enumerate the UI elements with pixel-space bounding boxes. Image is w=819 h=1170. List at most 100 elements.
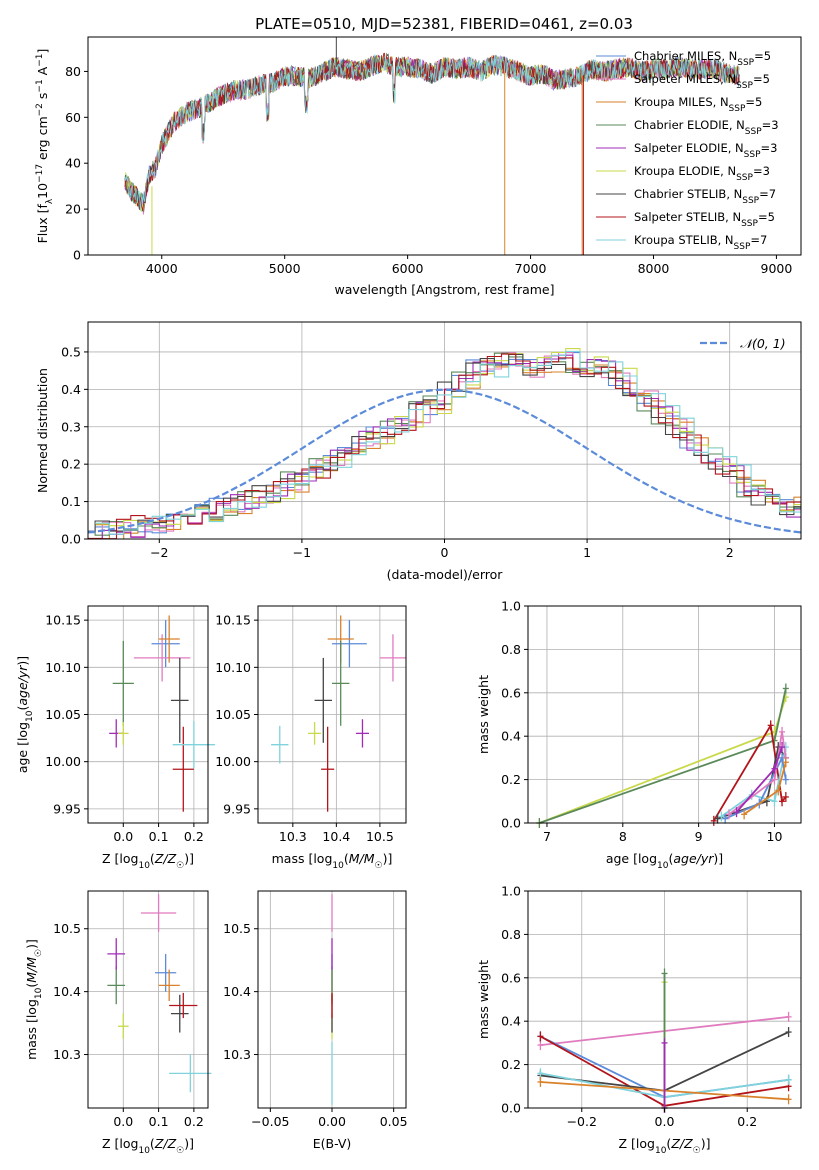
y-tick-label: 0.8 bbox=[501, 642, 521, 657]
x-axis-label: E(B-V) bbox=[313, 1136, 352, 1151]
errorbar-point bbox=[158, 969, 180, 1002]
x-tick-label: 0.05 bbox=[380, 1114, 408, 1129]
x-axis-label: (data-model)/error bbox=[387, 567, 504, 582]
x-tick-label: 0 bbox=[441, 545, 449, 560]
y-tick-label: 0.6 bbox=[501, 685, 521, 700]
y-tick-label: 10.05 bbox=[45, 707, 81, 722]
y-tick-label: 10.15 bbox=[215, 613, 251, 628]
axes-age_vs_mass: 10.3 10.4 10.5 9.95 10.00 10.05 10.10 10.15 mass… bbox=[215, 605, 407, 871]
y-tick-label: 10.15 bbox=[45, 613, 81, 628]
errorbar-point bbox=[112, 640, 134, 726]
x-tick-label: 0.0 bbox=[113, 1114, 133, 1129]
legend-label: Chabrier ELODIE, NSSP=3 bbox=[634, 118, 779, 137]
x-tick-label: 1 bbox=[583, 545, 591, 560]
y-tick-label: 10.3 bbox=[53, 1047, 81, 1062]
weight-series-kroupa-miles bbox=[741, 757, 789, 820]
y-axis-label: mass weight bbox=[476, 960, 491, 1039]
weight-series-salpeter-elodie bbox=[733, 742, 786, 818]
x-tick-label: −1 bbox=[293, 545, 311, 560]
x-tick-label: 0.2 bbox=[737, 1114, 757, 1129]
y-tick-label: 1.0 bbox=[501, 884, 521, 899]
x-tick-label: 0.2 bbox=[184, 1114, 204, 1129]
figure-title: PLATE=0510, MJD=52381, FIBERID=0461, z=0… bbox=[255, 15, 633, 33]
axis-frame-spectrum: 4000 5000 6000 7000 8000 9000 0 20 40 60 80 Chabrie… bbox=[35, 36, 802, 297]
axes-spectrum: 4000 5000 6000 7000 8000 9000 0 20 40 60 80 Chabrie… bbox=[35, 36, 802, 297]
histogram-kroupa-elodie bbox=[95, 348, 801, 527]
y-tick-label: 10.4 bbox=[53, 984, 81, 999]
y-tick-label: 0.0 bbox=[501, 1101, 521, 1116]
errorbar-point bbox=[379, 634, 406, 682]
legend-label: Kroupa ELODIE, NSSP=3 bbox=[634, 164, 770, 183]
errorbar-point bbox=[169, 1054, 212, 1093]
x-tick-label: 4000 bbox=[146, 261, 178, 276]
axes-frame bbox=[87, 36, 802, 256]
errorbar-point bbox=[107, 938, 126, 970]
y-axis-label: age [log10(age/yr)] bbox=[15, 656, 35, 773]
x-tick-label: 7 bbox=[543, 829, 551, 844]
errorbar-point bbox=[271, 725, 289, 764]
plot-area-age_vs_mass bbox=[271, 615, 406, 812]
x-tick-label: 10 bbox=[767, 829, 783, 844]
legend-label: Kroupa MILES, NSSP=5 bbox=[634, 95, 762, 114]
errorbar-point bbox=[321, 726, 335, 812]
y-tick-label: 0.0 bbox=[501, 816, 521, 831]
legend-label: Kroupa STELIB, NSSP=7 bbox=[634, 233, 767, 252]
errorbar-point bbox=[308, 722, 322, 745]
x-tick-label: 0.0 bbox=[655, 1114, 675, 1129]
errorbar-point bbox=[118, 1013, 129, 1039]
x-tick-label: 6000 bbox=[392, 261, 424, 276]
y-tick-label: 0.4 bbox=[61, 382, 81, 397]
legend-label: Chabrier STELIB, NSSP=7 bbox=[634, 187, 776, 206]
errorbar-point bbox=[314, 657, 332, 743]
axis-frame-mass_vs_ebv: −0.05 0.00 0.05 10.3 10.4 10.5 E(B-V) bbox=[223, 890, 408, 1151]
x-tick-label: 10.4 bbox=[322, 829, 350, 844]
errorbar-point bbox=[118, 722, 129, 745]
y-tick-label: 0.5 bbox=[61, 344, 81, 359]
y-tick-label: 0.2 bbox=[501, 1057, 521, 1072]
y-tick-label: 10.5 bbox=[223, 921, 251, 936]
axis-frame-age_vs_z: 0.0 0.1 0.2 9.95 10.00 10.05 10.10 10.15 Z [log1… bbox=[15, 605, 209, 871]
y-tick-label: 0.2 bbox=[501, 772, 521, 787]
y-tick-label: 0.4 bbox=[501, 729, 521, 744]
legend-label: Salpeter MILES, NSSP=5 bbox=[634, 72, 770, 91]
x-tick-label: 0.1 bbox=[149, 1114, 169, 1129]
x-axis-label: mass [log10(M/M☉)] bbox=[272, 851, 393, 871]
y-tick-label: 10.3 bbox=[223, 1047, 251, 1062]
y-tick-label: 10.00 bbox=[45, 754, 81, 769]
axis-frame-age_vs_mass: 10.3 10.4 10.5 9.95 10.00 10.05 10.10 10.15 mass… bbox=[215, 605, 407, 871]
plot-area-mass_weight_vs_z bbox=[537, 968, 792, 1113]
errorbar-point bbox=[332, 620, 367, 668]
errorbar-point bbox=[332, 640, 350, 726]
x-tick-label: 10.3 bbox=[279, 829, 307, 844]
histogram-chabrier-stelib bbox=[88, 353, 801, 532]
plot-area-mass_vs_z bbox=[107, 894, 212, 1093]
x-tick-label: 5000 bbox=[269, 261, 301, 276]
y-tick-label: 0.3 bbox=[61, 419, 81, 434]
axes-frame bbox=[87, 890, 209, 1109]
x-axis-label: age [log10(age/yr)] bbox=[606, 851, 723, 871]
y-tick-label: 10.10 bbox=[215, 660, 251, 675]
errorbar-point bbox=[172, 726, 194, 812]
x-tick-label: 9000 bbox=[761, 261, 793, 276]
errorbar-point bbox=[151, 620, 180, 668]
y-tick-label: 0.2 bbox=[61, 457, 81, 472]
spectrum-line-kroupa-stelib bbox=[124, 53, 740, 211]
y-tick-label: 40 bbox=[65, 156, 81, 171]
y-axis-label: mass weight bbox=[476, 675, 491, 754]
x-tick-label: 7000 bbox=[515, 261, 547, 276]
y-tick-label: 60 bbox=[65, 110, 81, 125]
y-tick-label: 9.95 bbox=[53, 801, 81, 816]
y-tick-label: 0 bbox=[73, 248, 81, 263]
x-axis-label: wavelength [Angstrom, rest frame] bbox=[334, 282, 554, 297]
plot-area-spectrum bbox=[124, 37, 740, 255]
axis-frame-residuals: −2 −1 0 1 2 0.0 0.1 0.2 0.3 0.4 0.5 𝒩(0, 1) (data-mo… bbox=[35, 321, 802, 582]
axes-mass_vs_z: 0.0 0.1 0.2 10.3 10.4 10.5 Z [log10(Z/Z☉)] mass… bbox=[24, 890, 212, 1156]
y-tick-label: 0.1 bbox=[61, 494, 81, 509]
y-tick-label: 80 bbox=[65, 64, 81, 79]
x-axis-label: Z [log10(Z/Z☉)] bbox=[102, 851, 194, 871]
y-tick-label: 10.00 bbox=[215, 754, 251, 769]
errorbar-point bbox=[140, 894, 177, 932]
y-tick-label: 9.95 bbox=[223, 801, 251, 816]
y-tick-label: 0.4 bbox=[501, 1014, 521, 1029]
